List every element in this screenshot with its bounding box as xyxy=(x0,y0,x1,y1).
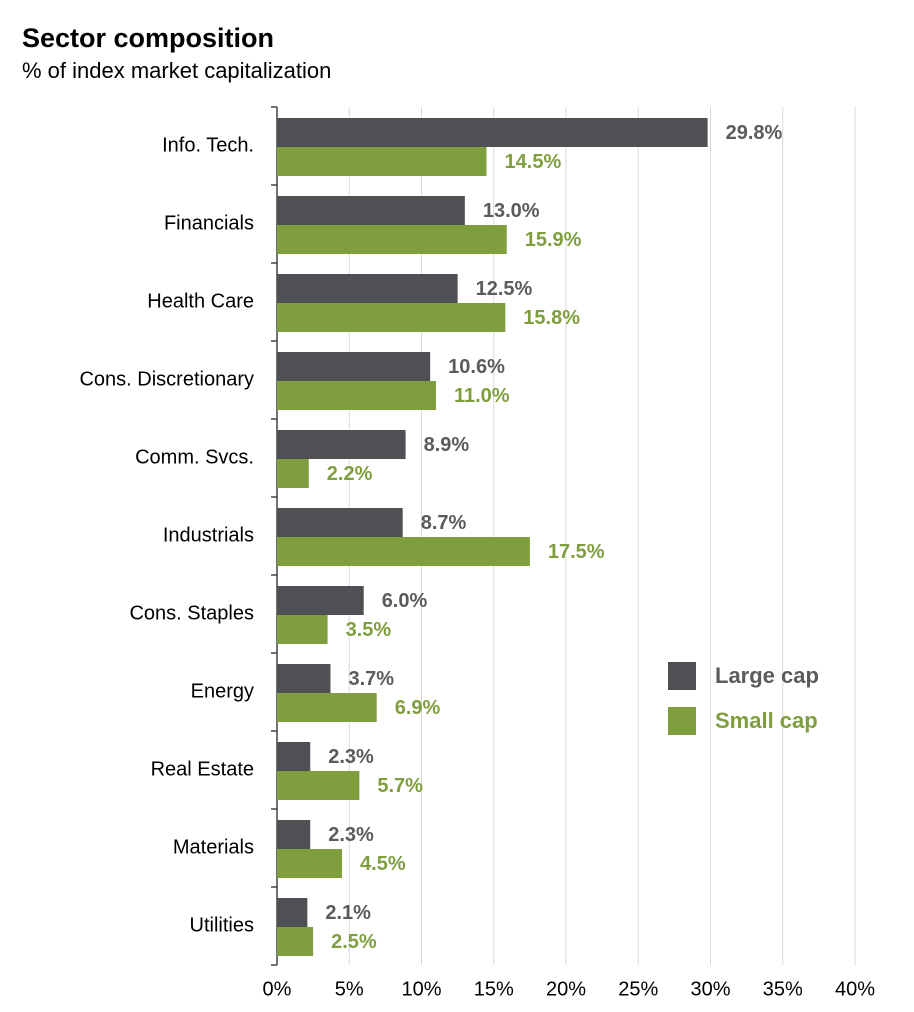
bar xyxy=(277,118,708,147)
x-tick-label: 10% xyxy=(401,978,441,1000)
value-label: 5.7% xyxy=(377,775,423,797)
bar xyxy=(277,274,458,303)
bar xyxy=(277,459,309,488)
x-tick-label: 20% xyxy=(546,978,586,1000)
x-tick-label: 5% xyxy=(335,978,364,1000)
bar xyxy=(277,508,403,537)
x-tick-label: 30% xyxy=(690,978,730,1000)
value-label: 6.0% xyxy=(382,590,428,612)
legend-label: Large cap xyxy=(715,663,819,688)
y-tick-label: Health Care xyxy=(147,290,254,312)
bar xyxy=(277,381,436,410)
legend-swatch xyxy=(668,707,696,735)
x-tick-label: 25% xyxy=(618,978,658,1000)
bar xyxy=(277,693,377,722)
bar xyxy=(277,771,360,800)
y-tick-label: Cons. Staples xyxy=(129,602,254,624)
value-label: 3.5% xyxy=(346,619,392,641)
y-tick-label: Real Estate xyxy=(151,758,254,780)
x-tick-label: 15% xyxy=(474,978,514,1000)
bar xyxy=(277,664,331,693)
x-tick-label: 40% xyxy=(835,978,875,1000)
chart-title: Sector composition xyxy=(22,23,274,53)
value-label: 12.5% xyxy=(476,278,533,300)
value-label: 17.5% xyxy=(548,541,605,563)
bar xyxy=(277,537,530,566)
bar xyxy=(277,303,506,332)
value-label: 10.6% xyxy=(448,356,505,378)
value-label: 8.9% xyxy=(424,434,470,456)
value-label: 13.0% xyxy=(483,200,540,222)
y-tick-label: Materials xyxy=(173,836,254,858)
value-label: 4.5% xyxy=(360,853,406,875)
bar xyxy=(277,147,487,176)
bar xyxy=(277,352,431,381)
bar xyxy=(277,586,364,615)
y-tick-label: Financials xyxy=(164,212,254,234)
bar xyxy=(277,898,308,927)
value-label: 29.8% xyxy=(726,122,783,144)
y-tick-label: Cons. Discretionary xyxy=(79,368,254,390)
bar xyxy=(277,927,314,956)
value-label: 2.1% xyxy=(325,902,371,924)
bar xyxy=(277,196,465,225)
bar xyxy=(277,430,406,459)
bar xyxy=(277,742,311,771)
bar xyxy=(277,615,328,644)
legend-label: Small cap xyxy=(715,708,818,733)
bar xyxy=(277,225,507,254)
value-label: 2.3% xyxy=(328,746,374,768)
value-label: 8.7% xyxy=(421,512,467,534)
legend-swatch xyxy=(668,662,696,690)
bar xyxy=(277,820,311,849)
y-tick-label: Utilities xyxy=(190,914,254,936)
value-label: 15.9% xyxy=(525,229,582,251)
chart-subtitle: % of index market capitalization xyxy=(22,58,331,83)
value-label: 6.9% xyxy=(395,697,441,719)
y-tick-label: Energy xyxy=(191,680,254,702)
x-tick-label: 0% xyxy=(263,978,292,1000)
x-tick-label: 35% xyxy=(763,978,803,1000)
value-label: 2.3% xyxy=(328,824,374,846)
y-tick-label: Info. Tech. xyxy=(162,134,254,156)
value-label: 11.0% xyxy=(454,385,510,407)
value-label: 14.5% xyxy=(505,151,562,173)
y-tick-label: Industrials xyxy=(163,524,254,546)
value-label: 2.5% xyxy=(331,931,377,953)
value-label: 3.7% xyxy=(348,668,394,690)
value-label: 2.2% xyxy=(327,463,373,485)
bar xyxy=(277,849,343,878)
value-label: 15.8% xyxy=(523,307,580,329)
y-tick-label: Comm. Svcs. xyxy=(135,446,254,468)
